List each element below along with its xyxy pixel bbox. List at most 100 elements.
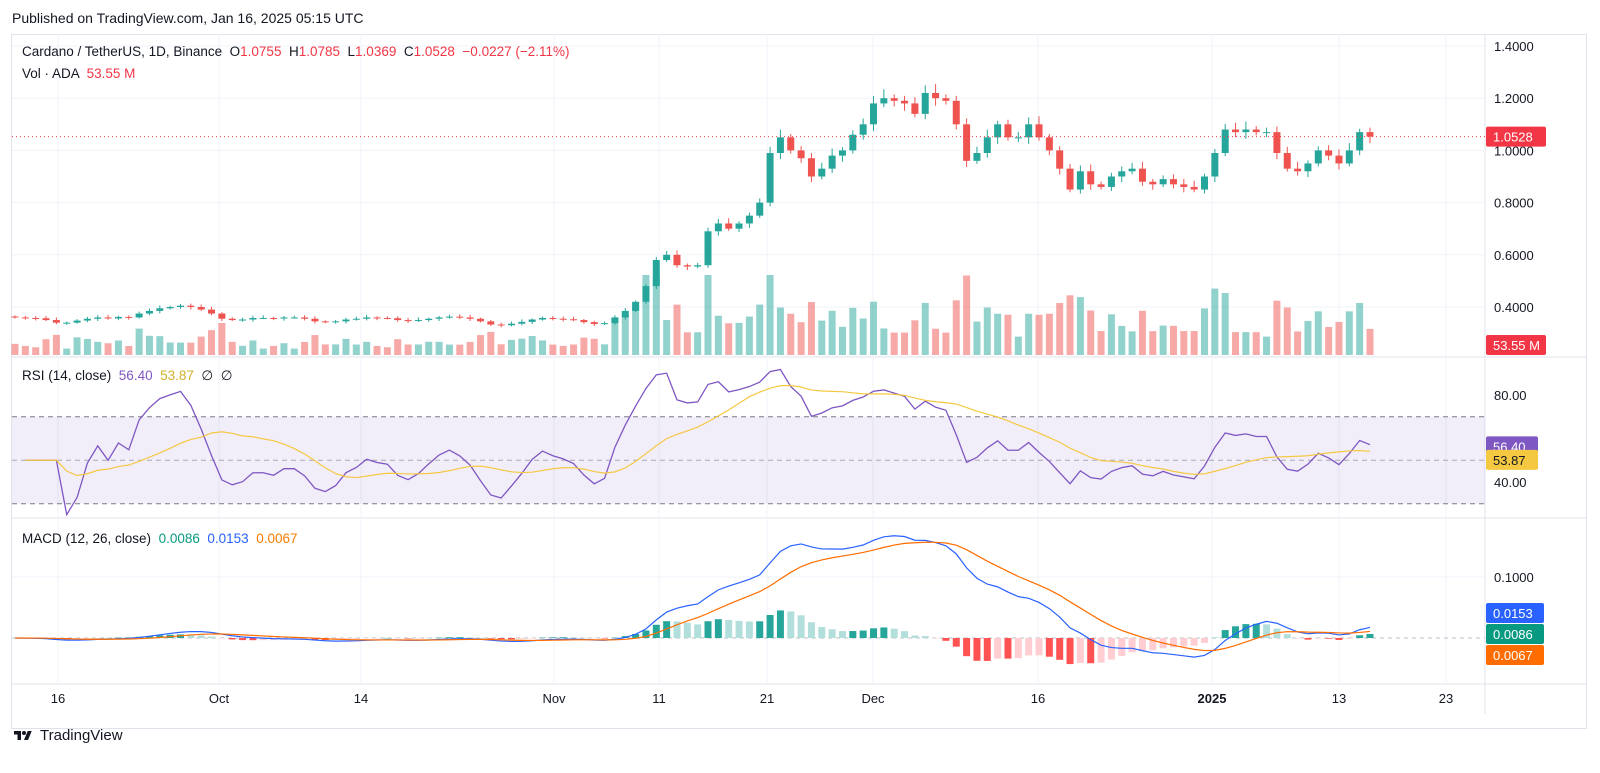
- candle-body: [942, 98, 950, 101]
- candle-body: [1325, 150, 1333, 156]
- macd-histogram-bar: [197, 635, 205, 638]
- candle-body: [497, 324, 505, 326]
- candle-body: [1004, 124, 1012, 138]
- volume-bar: [394, 339, 402, 355]
- candle-body: [1045, 137, 1053, 151]
- macd-histogram-bar: [704, 621, 712, 638]
- price-tick-label: 0.4000: [1494, 300, 1534, 315]
- symbol-title[interactable]: Cardano / TetherUS, 1D, Binance: [22, 44, 223, 59]
- candle-body: [435, 317, 443, 319]
- volume-bar: [704, 275, 712, 355]
- volume-label[interactable]: Vol · ADA: [22, 66, 80, 81]
- macd-histogram-bar: [497, 638, 505, 640]
- volume-bar: [1118, 325, 1126, 355]
- rsi-ma-line: [25, 384, 1371, 479]
- volume-bar: [342, 338, 350, 355]
- low-value: 1.0369: [355, 44, 397, 59]
- volume-bar: [766, 275, 774, 355]
- macd-histogram-bar: [466, 637, 474, 638]
- candle-body: [352, 318, 360, 320]
- candle-body: [911, 103, 919, 114]
- rsi-label[interactable]: RSI (14, close): [22, 368, 112, 383]
- time-tick-label: Oct: [209, 691, 230, 706]
- candle-body: [776, 137, 784, 154]
- candle-body: [797, 150, 805, 159]
- candle-body: [683, 265, 691, 267]
- candle-body: [145, 310, 153, 314]
- candle-body: [1366, 132, 1374, 137]
- candle-body: [580, 320, 588, 323]
- macd-histogram-bar: [1014, 638, 1022, 659]
- high-value: 1.0785: [298, 44, 341, 59]
- volume-bar: [911, 320, 919, 355]
- macd-histogram-bar: [870, 628, 878, 638]
- candle-body: [1169, 179, 1177, 185]
- candle-body: [135, 313, 143, 318]
- macd-histogram-bar: [694, 624, 702, 638]
- macd-histogram-bar: [435, 637, 443, 639]
- macd-histogram-bar: [311, 638, 319, 640]
- volume-tag: [1486, 335, 1546, 355]
- macd-histogram-bar: [218, 638, 226, 639]
- macd-histogram-bar: [342, 638, 350, 640]
- macd-histogram-bar: [507, 638, 515, 640]
- candle-body: [621, 310, 629, 318]
- volume-bar: [518, 338, 526, 355]
- time-tick-label: 2025: [1198, 691, 1227, 706]
- volume-bar: [11, 343, 19, 355]
- candle-body: [1025, 124, 1033, 138]
- macd-histogram-bar: [1294, 638, 1302, 639]
- volume-bar: [414, 344, 422, 355]
- macd-histogram-bar: [663, 621, 671, 638]
- macd-hist-value: 0.0086: [158, 531, 200, 546]
- volume-bar: [870, 301, 878, 355]
- macd-histogram-bar: [1211, 637, 1219, 638]
- volume-bar: [1180, 331, 1188, 355]
- candle-body: [208, 309, 216, 314]
- candle-body: [559, 318, 567, 320]
- time-tick-label: 16: [1031, 691, 1045, 706]
- candle-body: [1356, 132, 1364, 151]
- candle-body: [321, 321, 329, 323]
- candle-body: [394, 318, 402, 321]
- macd-label[interactable]: MACD (12, 26, close): [22, 531, 152, 546]
- volume-bar: [1201, 308, 1209, 355]
- macd-histogram-bar: [590, 638, 598, 639]
- volume-bar: [1128, 331, 1136, 355]
- candle-body: [466, 317, 474, 319]
- footer-brand[interactable]: TradingView: [12, 727, 123, 744]
- volume-bar: [197, 336, 205, 355]
- candle-body: [94, 317, 102, 319]
- volume-bar: [714, 315, 722, 355]
- candle-body: [301, 317, 309, 319]
- rsi-legend: RSI (14, close) 56.40 53.87 ∅ ∅: [22, 368, 232, 384]
- volume-bar: [363, 341, 371, 355]
- candle-body: [197, 307, 205, 310]
- rsi-line: [25, 368, 1371, 517]
- candle-body: [383, 317, 391, 319]
- volume-bar: [466, 341, 474, 355]
- candle-body: [673, 254, 681, 266]
- volume-bar: [1211, 288, 1219, 355]
- volume-bar: [818, 320, 826, 355]
- candle-body: [83, 318, 91, 321]
- volume-bar: [601, 344, 609, 355]
- volume-bar: [249, 340, 257, 355]
- price-tick-label: 1.0000: [1494, 143, 1534, 158]
- volume-bar: [745, 316, 753, 355]
- volume-bar: [228, 341, 236, 355]
- candle-body: [828, 155, 836, 169]
- candle-body: [1304, 163, 1312, 172]
- candle-body: [456, 316, 464, 318]
- candle-body: [42, 318, 50, 321]
- volume-bar: [332, 344, 340, 355]
- macd-histogram-bar: [683, 622, 691, 638]
- volume-bar: [487, 331, 495, 355]
- candle-body: [218, 313, 226, 319]
- volume-bar: [1045, 313, 1053, 355]
- volume-bar: [52, 334, 60, 355]
- volume-tag-label: 53.55 M: [1493, 338, 1540, 353]
- candle-body: [1242, 129, 1250, 133]
- volume-bar: [187, 342, 195, 355]
